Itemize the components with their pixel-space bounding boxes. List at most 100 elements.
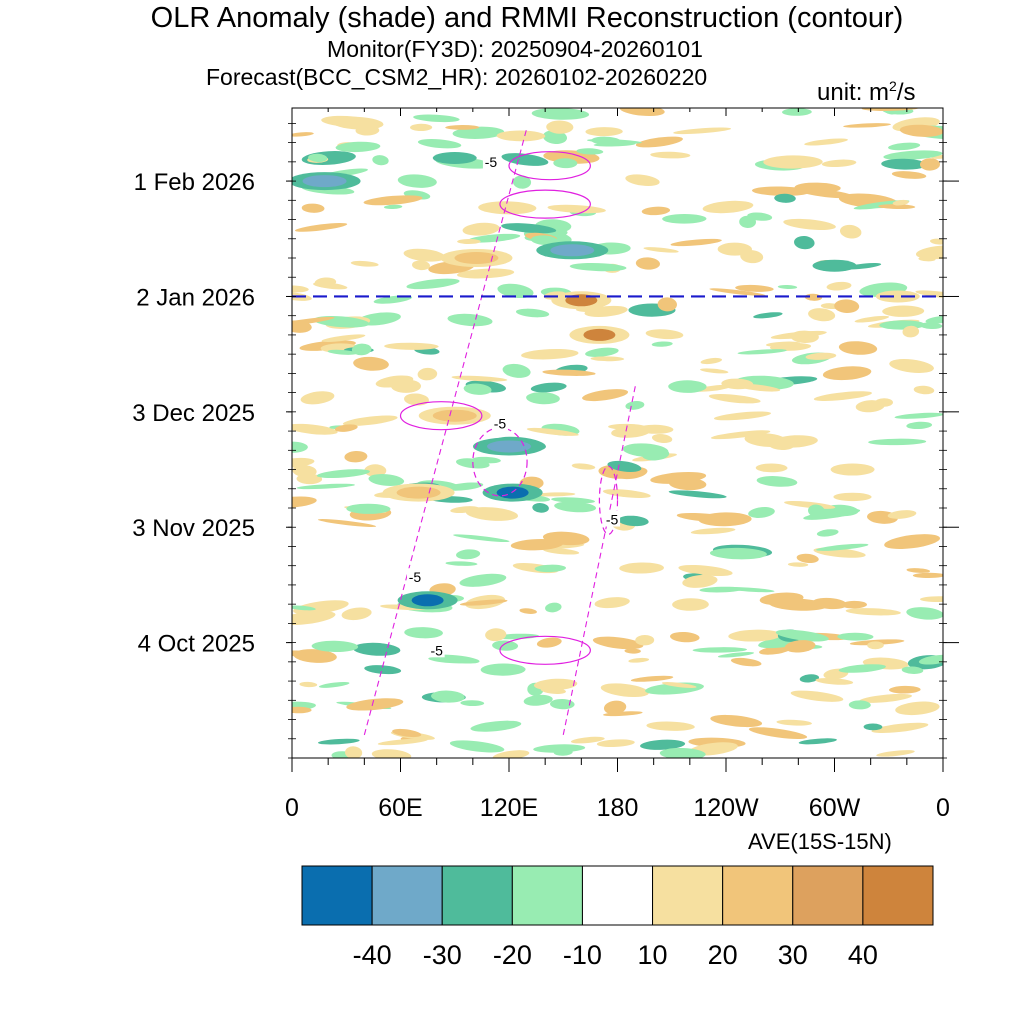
rmmi-contour [399, 401, 483, 431]
anomaly-patch [854, 315, 890, 323]
anomaly-patch [431, 690, 465, 703]
anomaly-patch [752, 186, 810, 196]
anomaly-patch [678, 564, 733, 577]
colorbar-label: -10 [563, 940, 602, 970]
anomaly-patch [345, 746, 363, 758]
positive-anomaly-core [396, 486, 441, 499]
anomaly-patch [837, 632, 874, 641]
anomaly-patch [628, 657, 650, 663]
anomaly-patch [790, 690, 844, 702]
anomaly-patch [838, 664, 886, 673]
anomaly-patch [902, 325, 920, 338]
forecast-subtitle: Forecast(BCC_CSM2_HR): 20260102-20260220 [206, 64, 708, 90]
anomaly-patch [930, 238, 943, 245]
chart-title: OLR Anomaly (shade) and RMMI Reconstruct… [150, 2, 904, 34]
anomaly-patch [523, 694, 553, 706]
anomaly-patch [920, 596, 943, 603]
anomaly-patch [668, 380, 707, 393]
anomaly-patch [316, 469, 370, 479]
anomaly-patch [585, 347, 619, 357]
anomaly-patch [553, 158, 578, 169]
anomaly-patch [292, 316, 335, 327]
anomaly-patch [815, 678, 854, 685]
anomaly-patch [364, 464, 387, 477]
anomaly-patch [682, 574, 718, 588]
anomaly-patch [651, 341, 673, 347]
anomaly-patch [460, 700, 485, 707]
colorbar-swatch [371, 865, 443, 926]
anomaly-patch [526, 392, 560, 405]
colorbar [301, 865, 934, 926]
anomaly-patch [594, 597, 630, 609]
anomaly-patch [445, 482, 484, 491]
contour-label: -5 [430, 642, 443, 658]
anomaly-patch [782, 108, 812, 116]
anomaly-patch [592, 636, 644, 650]
anomaly-patch [602, 711, 643, 717]
anomaly-patch [292, 132, 314, 137]
anomaly-patch [296, 483, 355, 490]
anomaly-patch [625, 174, 660, 186]
anomaly-patch [501, 223, 557, 234]
anomaly-patch [651, 433, 673, 444]
anomaly-patch [915, 290, 943, 299]
anomaly-patch [540, 687, 566, 694]
anomaly-patch [501, 153, 549, 166]
anomaly-patch [532, 503, 549, 513]
anomaly-patch [314, 277, 337, 288]
anomaly-patch [457, 268, 515, 279]
anomaly-patch [292, 285, 309, 293]
anomaly-patch [467, 233, 521, 243]
anomaly-patch [534, 492, 576, 497]
colorbar-swatch [511, 865, 583, 926]
anomaly-patch [625, 400, 645, 410]
anomaly-patch [512, 175, 532, 189]
anomaly-patch [351, 343, 372, 356]
anomaly-patch [300, 391, 335, 405]
colorbar-swatch [792, 865, 864, 926]
x-tick-label: 60E [378, 794, 422, 822]
anomaly-patch [884, 534, 940, 550]
anomaly-patch [404, 393, 429, 406]
anomaly-patch [311, 640, 359, 653]
anomaly-patch [515, 308, 550, 318]
colorbar-swatch [862, 865, 934, 926]
anomaly-patch [882, 305, 925, 317]
anomaly-patch [770, 330, 827, 340]
anomaly-patch [553, 749, 573, 756]
contour-label-bg [482, 152, 499, 169]
anomaly-patch [433, 654, 480, 664]
contour-label-bg [604, 510, 621, 527]
anomaly-patch [346, 503, 391, 514]
anomaly-patch [735, 284, 774, 292]
anomaly-patch [747, 212, 773, 221]
negative-anomaly-core [302, 175, 347, 188]
anomaly-patch [871, 722, 929, 734]
anomaly-patch [891, 171, 927, 179]
anomaly-patch [334, 424, 358, 432]
anomaly-patch [668, 490, 727, 499]
anomaly-patch [756, 476, 798, 487]
anomaly-patch [417, 367, 438, 381]
anomaly-patch [868, 438, 927, 446]
anomaly-patch [413, 114, 460, 123]
anomaly-patch [445, 561, 478, 566]
anomaly-patch [551, 497, 596, 504]
anomaly-patch [776, 719, 812, 726]
anomaly-patch [292, 610, 336, 626]
contour-labels: -5 -5 -5 -5 -5 [406, 152, 621, 658]
anomaly-patch [344, 450, 368, 463]
anomaly-patch [662, 213, 707, 224]
anomaly-patch [449, 740, 505, 753]
anomaly-patch [845, 608, 901, 616]
anomaly-patch [545, 602, 562, 613]
contour-label-bg [406, 568, 423, 585]
unit-label: unit: m2/s [817, 78, 916, 107]
anomaly-patch [859, 693, 912, 703]
anomaly-patch [826, 281, 852, 291]
y-tick-label: 2 Jan 2026 [136, 284, 255, 311]
anomaly-patch [457, 238, 481, 245]
x-tick-label: 120W [693, 794, 759, 822]
positive-anomaly-core [454, 252, 499, 264]
